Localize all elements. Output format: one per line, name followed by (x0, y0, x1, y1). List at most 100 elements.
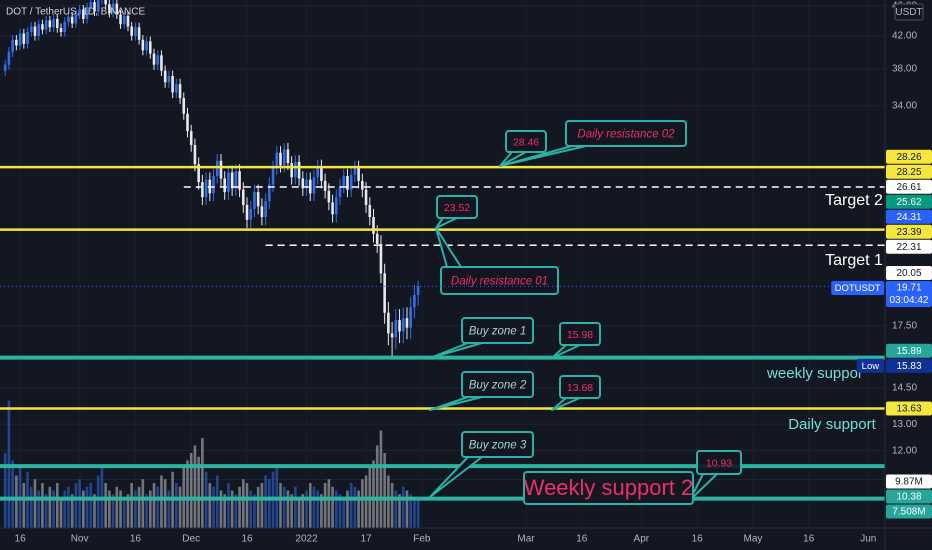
volume-bar (197, 456, 200, 528)
volume-bar (256, 486, 260, 528)
volume-bar (63, 490, 67, 528)
volume-bar (294, 486, 297, 528)
callout-box (696, 450, 742, 475)
volume-bar (59, 498, 63, 528)
candle-body (29, 26, 33, 32)
volume-bar (264, 475, 267, 528)
candle-body (327, 190, 331, 203)
candle-body (59, 28, 63, 32)
candle-body (197, 164, 200, 183)
candle-body (305, 179, 308, 189)
candle-body (137, 27, 141, 40)
volume-bar (189, 453, 193, 528)
volume-bar (405, 490, 409, 528)
callout-box (505, 130, 547, 153)
candle-body (11, 39, 14, 52)
candle-body (312, 177, 316, 194)
price-badge-text: 28.25 (896, 167, 921, 178)
volume-bar (230, 490, 234, 528)
volume-bar (37, 490, 40, 528)
volume-bar (346, 490, 349, 528)
callout-pointer (551, 397, 581, 411)
x-tick-label: May (743, 534, 762, 545)
candle-body (334, 197, 338, 215)
note: Daily support (788, 416, 876, 433)
candle-body (301, 178, 305, 189)
candle-body (253, 192, 256, 209)
price-badge-text: 10.38 (896, 492, 921, 503)
currency: USDT (895, 7, 922, 18)
candle-body (238, 171, 241, 190)
volume-bar (193, 445, 197, 528)
volume-bar (401, 486, 405, 528)
price-badge (886, 224, 932, 239)
callout-box (565, 120, 687, 147)
currency-box (894, 3, 924, 21)
callout-box (461, 371, 534, 398)
price-badge-text: 13.63 (896, 404, 921, 415)
candle-body (74, 14, 78, 24)
volume-bar (163, 479, 167, 528)
x-tick-label: 2022 (295, 534, 318, 545)
x-tick-label: 16 (15, 534, 27, 545)
volume-bar (390, 483, 394, 528)
volume-bar (15, 475, 18, 528)
volume-bar (219, 490, 223, 528)
volume-bar (96, 475, 100, 528)
candle-body (104, 0, 107, 5)
volume-bar (338, 494, 342, 528)
volume-bar (122, 498, 126, 528)
volume-bar (78, 479, 81, 528)
x-tick-label: Apr (634, 534, 650, 545)
y-tick-label: 38.00 (892, 64, 917, 75)
candle-body (260, 206, 264, 218)
candle-body (70, 16, 74, 24)
candle-body (212, 176, 215, 194)
candle-body (26, 31, 29, 44)
candle-body (372, 217, 375, 234)
candle-body (22, 33, 26, 44)
candle-body (361, 180, 364, 190)
volume-bar (148, 490, 152, 528)
candle-body (390, 333, 394, 338)
candle-body (193, 145, 197, 165)
volume-bar (212, 486, 215, 528)
candle-body (227, 172, 230, 193)
x-tick-label: Feb (413, 534, 431, 545)
note: Target 2 (825, 192, 883, 209)
candle-body (108, 4, 111, 13)
price-badge-text: 19.71 (896, 283, 921, 294)
callout-text: Buy zone 1 (469, 326, 527, 338)
volume-bar (134, 490, 137, 528)
volume-bar (409, 494, 412, 528)
volume-bar (3, 453, 7, 528)
x-tick-label: 16 (576, 534, 588, 545)
candle-body (268, 184, 271, 202)
volume-bar (361, 479, 364, 528)
price-badge-text: 26.61 (896, 182, 921, 193)
plot-area: Daily resistance 02 28.46 23.52 Daily resis… (0, 0, 885, 528)
candle-body (122, 15, 126, 25)
x-tick-label: Mar (517, 534, 535, 545)
volume-bar (342, 498, 346, 528)
callout-box (523, 471, 694, 505)
callout-pointer (499, 151, 527, 167)
volume-bar (245, 483, 249, 528)
candle-body (85, 7, 89, 19)
volume-bar (398, 494, 401, 528)
volume-bar (253, 494, 256, 528)
volume-bar (282, 486, 286, 528)
volume-bar (364, 475, 368, 528)
candle-body (282, 149, 286, 166)
candle-body (401, 318, 405, 332)
volume-bar (119, 490, 122, 528)
volume-bar (152, 483, 156, 528)
price-tag-text: DOTUSDT (835, 283, 881, 294)
volume-bar (416, 499, 420, 528)
candle-body (78, 9, 81, 15)
y-tick-label: 42.00 (892, 30, 917, 41)
price-badge-text: 20.05 (896, 268, 921, 279)
candle-body (89, 2, 93, 8)
candle-body (148, 41, 152, 54)
price-badge (886, 179, 932, 194)
